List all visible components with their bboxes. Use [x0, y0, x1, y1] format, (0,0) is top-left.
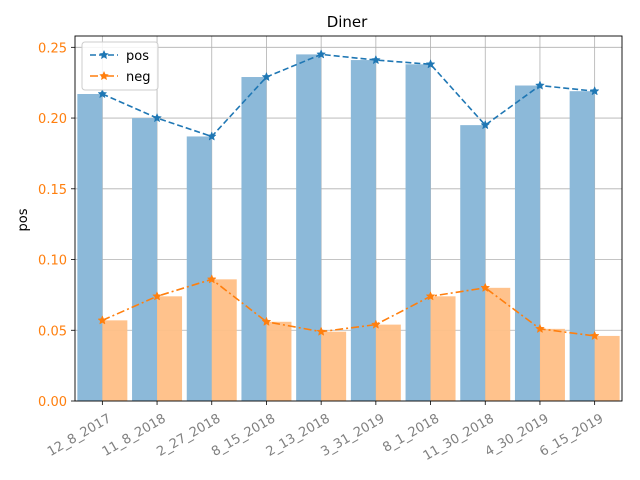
neg-point: [370, 319, 381, 329]
bar-pos: [241, 77, 267, 401]
bars: [77, 54, 620, 402]
bar-pos: [350, 60, 376, 402]
pos-point: [97, 88, 108, 99]
neg-point: [97, 315, 108, 325]
neg-point: [425, 291, 436, 301]
bar-pos: [296, 54, 322, 401]
pos-point: [261, 71, 272, 82]
bar-pos: [514, 85, 540, 401]
chart-title: Diner: [327, 13, 368, 31]
y-tick-label: 0.25: [38, 41, 67, 56]
pos-point: [535, 80, 545, 90]
axes: [71, 35, 623, 405]
legend-swatch-marker: [99, 70, 109, 81]
bar-pos: [460, 125, 486, 402]
y-axis-label: pos: [16, 208, 31, 231]
bar-pos: [405, 64, 431, 402]
bar-pos: [186, 136, 212, 401]
bar-neg: [321, 331, 347, 401]
bar-neg: [157, 296, 183, 401]
legend-entry-neg: neg: [126, 70, 151, 85]
y-tick-label: 0.10: [38, 254, 67, 269]
pos-point: [480, 119, 491, 130]
bar-neg: [594, 335, 620, 401]
y-tick-label: 0.15: [38, 183, 67, 198]
neg-point: [152, 291, 162, 301]
neg-point: [589, 330, 600, 341]
bar-neg: [211, 279, 237, 401]
neg-point: [316, 326, 327, 336]
bar-neg: [430, 296, 456, 401]
pos-line: [102, 53, 595, 138]
y-tick-label: 0.05: [38, 324, 67, 339]
pos-point: [152, 112, 162, 123]
pos-point: [370, 54, 381, 65]
pos-point: [425, 59, 436, 69]
bar-pos: [132, 118, 158, 401]
legend: pos neg: [81, 41, 159, 91]
neg-point: [261, 316, 272, 326]
pos-point: [316, 49, 327, 59]
plot-frame: [74, 35, 623, 402]
pos-point: [589, 86, 600, 96]
bar-pos: [569, 91, 595, 402]
bar-neg: [375, 324, 401, 401]
legend-swatch-marker: [99, 49, 109, 60]
y-tick-label: 0.20: [38, 112, 67, 127]
series-lines: [97, 49, 600, 341]
legend-entry-pos: pos: [126, 49, 149, 64]
neg-point: [206, 274, 217, 284]
y-tick-label: 0.00: [38, 395, 67, 410]
bar-neg: [266, 321, 292, 401]
bar-neg: [539, 328, 565, 401]
pos-point: [206, 131, 217, 141]
neg-point: [535, 323, 545, 334]
neg-line: [102, 278, 595, 337]
bar-neg: [485, 287, 511, 401]
bar-pos: [77, 94, 103, 401]
bar-neg: [102, 320, 128, 401]
neg-point: [480, 282, 491, 292]
